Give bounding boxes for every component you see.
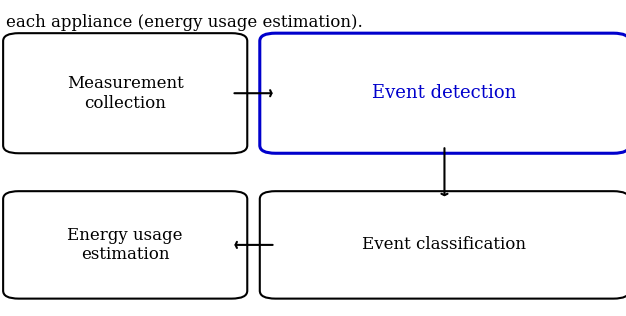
Text: each appliance (energy usage estimation).: each appliance (energy usage estimation)… [6,14,363,31]
FancyBboxPatch shape [3,191,247,299]
Text: Event detection: Event detection [372,84,516,102]
Text: Measurement
collection: Measurement collection [67,75,183,112]
Text: Event classification: Event classification [362,236,526,253]
FancyBboxPatch shape [260,191,626,299]
Text: Energy usage
estimation: Energy usage estimation [68,227,183,263]
FancyBboxPatch shape [260,33,626,153]
FancyBboxPatch shape [3,33,247,153]
